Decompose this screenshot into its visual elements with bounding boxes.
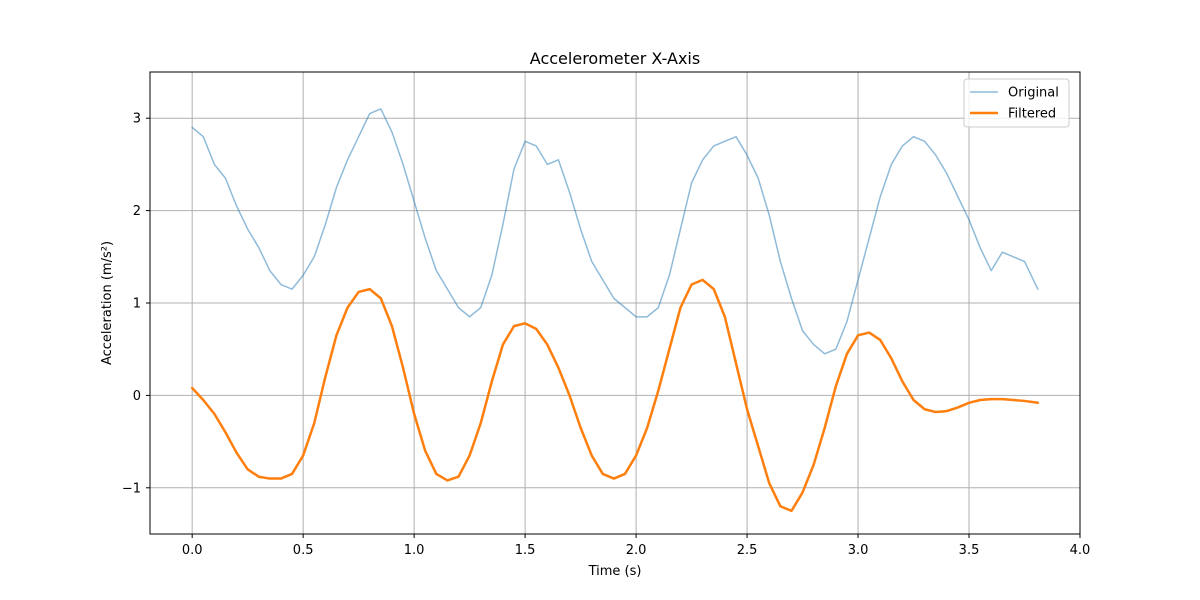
y-tick-label: −1 bbox=[122, 481, 141, 496]
x-tick-label: 4.0 bbox=[1070, 543, 1091, 558]
x-tick-label: 0.0 bbox=[182, 543, 203, 558]
x-tick-label: 2.0 bbox=[626, 543, 647, 558]
series-line-filtered bbox=[190, 278, 1040, 513]
legend-box bbox=[963, 78, 1070, 128]
x-axis-label: Time (s) bbox=[588, 564, 642, 579]
x-tick-label: 3.0 bbox=[848, 543, 869, 558]
series-line-original bbox=[191, 108, 1039, 355]
plot-area bbox=[190, 108, 1040, 513]
legend: Original Filtered bbox=[963, 78, 1070, 128]
chart-title: Accelerometer X-Axis bbox=[530, 49, 700, 68]
y-tick-label: 1 bbox=[133, 297, 141, 312]
y-axis-label: Acceleration (m/s²) bbox=[100, 241, 115, 365]
x-tick-label: 1.5 bbox=[515, 543, 536, 558]
x-tick-label: 1.0 bbox=[404, 543, 425, 558]
x-tick-label: 2.5 bbox=[737, 543, 758, 558]
legend-label-original: Original bbox=[1008, 86, 1059, 101]
y-tick-label: 2 bbox=[133, 204, 141, 219]
legend-label-filtered: Filtered bbox=[1008, 107, 1056, 122]
x-tick-label: 3.5 bbox=[959, 543, 980, 558]
y-tick-label: 3 bbox=[133, 112, 141, 127]
axes-ticks: 0.0 0.5 1.0 1.5 2.0 2.5 3.0 3.5 4.0 −1 0 1 2 3 bbox=[122, 112, 1091, 558]
x-tick-label: 0.5 bbox=[293, 543, 314, 558]
y-tick-label: 0 bbox=[133, 389, 141, 404]
